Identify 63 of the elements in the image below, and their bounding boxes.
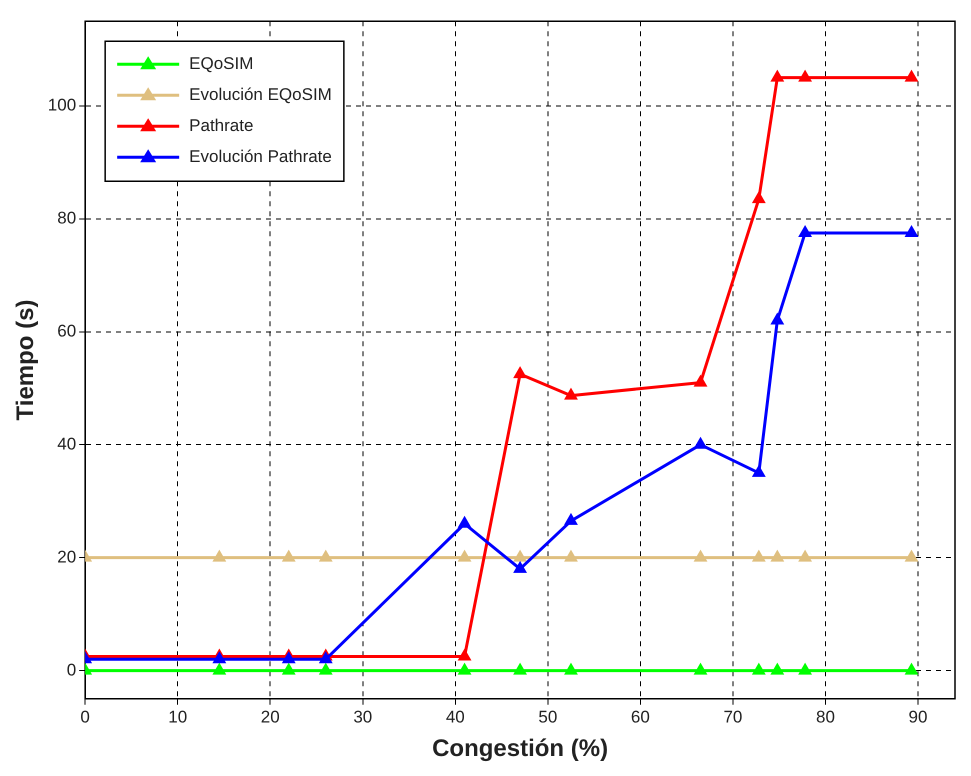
legend-label: Evolución Pathrate — [189, 146, 332, 166]
point — [770, 70, 784, 82]
point — [798, 70, 812, 82]
x-tick-label: 50 — [538, 708, 558, 727]
y-axis-title: Tiempo (s) — [12, 300, 40, 420]
point — [458, 648, 472, 660]
point — [212, 652, 226, 664]
point — [752, 465, 766, 477]
x-tick-label: 20 — [260, 708, 280, 727]
point — [319, 652, 332, 664]
x-tick-label: 80 — [816, 708, 835, 727]
x-tick-label: 60 — [630, 708, 650, 727]
point — [319, 550, 332, 562]
point — [282, 663, 296, 675]
point — [514, 561, 527, 573]
point — [319, 663, 332, 675]
point — [904, 663, 918, 675]
y-tick-label: 80 — [57, 208, 76, 228]
point — [694, 375, 708, 387]
point — [564, 513, 578, 525]
point — [752, 192, 766, 204]
point — [904, 550, 918, 562]
point — [282, 652, 296, 664]
point — [564, 663, 578, 675]
point — [752, 663, 766, 675]
point — [282, 550, 296, 562]
point — [458, 516, 472, 528]
x-tick-label: 90 — [908, 708, 928, 727]
x-tick-label: 40 — [446, 708, 465, 727]
x-tick-label: 0 — [80, 708, 90, 727]
point — [212, 550, 226, 562]
point — [514, 366, 527, 378]
y-tick-label: 20 — [57, 547, 76, 566]
point — [458, 663, 472, 675]
point — [514, 550, 527, 562]
point — [752, 550, 766, 562]
point — [514, 663, 527, 675]
point — [694, 663, 708, 675]
point — [212, 663, 226, 675]
point — [904, 70, 918, 82]
point — [770, 312, 784, 324]
point — [564, 388, 578, 400]
point — [564, 550, 578, 562]
point — [798, 663, 812, 675]
y-tick-label: 40 — [57, 434, 76, 454]
point — [694, 437, 708, 449]
legend-label: Pathrate — [189, 116, 254, 135]
x-tick-label: 10 — [168, 708, 188, 727]
point — [770, 663, 784, 675]
point — [904, 225, 918, 237]
point — [770, 550, 784, 562]
legend-label: Evolución EQoSIM — [189, 84, 332, 104]
x-tick-label: 70 — [723, 708, 742, 727]
legend-label: EQoSIM — [189, 54, 254, 73]
y-tick-label: 0 — [66, 660, 76, 680]
point — [798, 550, 812, 562]
x-axis-title: Congestión (%) — [432, 735, 608, 762]
x-tick-label: 30 — [353, 708, 372, 727]
point — [458, 550, 472, 562]
y-tick-label: 100 — [48, 96, 76, 115]
point — [798, 225, 812, 237]
y-tick-label: 60 — [57, 321, 76, 340]
point — [694, 550, 708, 562]
